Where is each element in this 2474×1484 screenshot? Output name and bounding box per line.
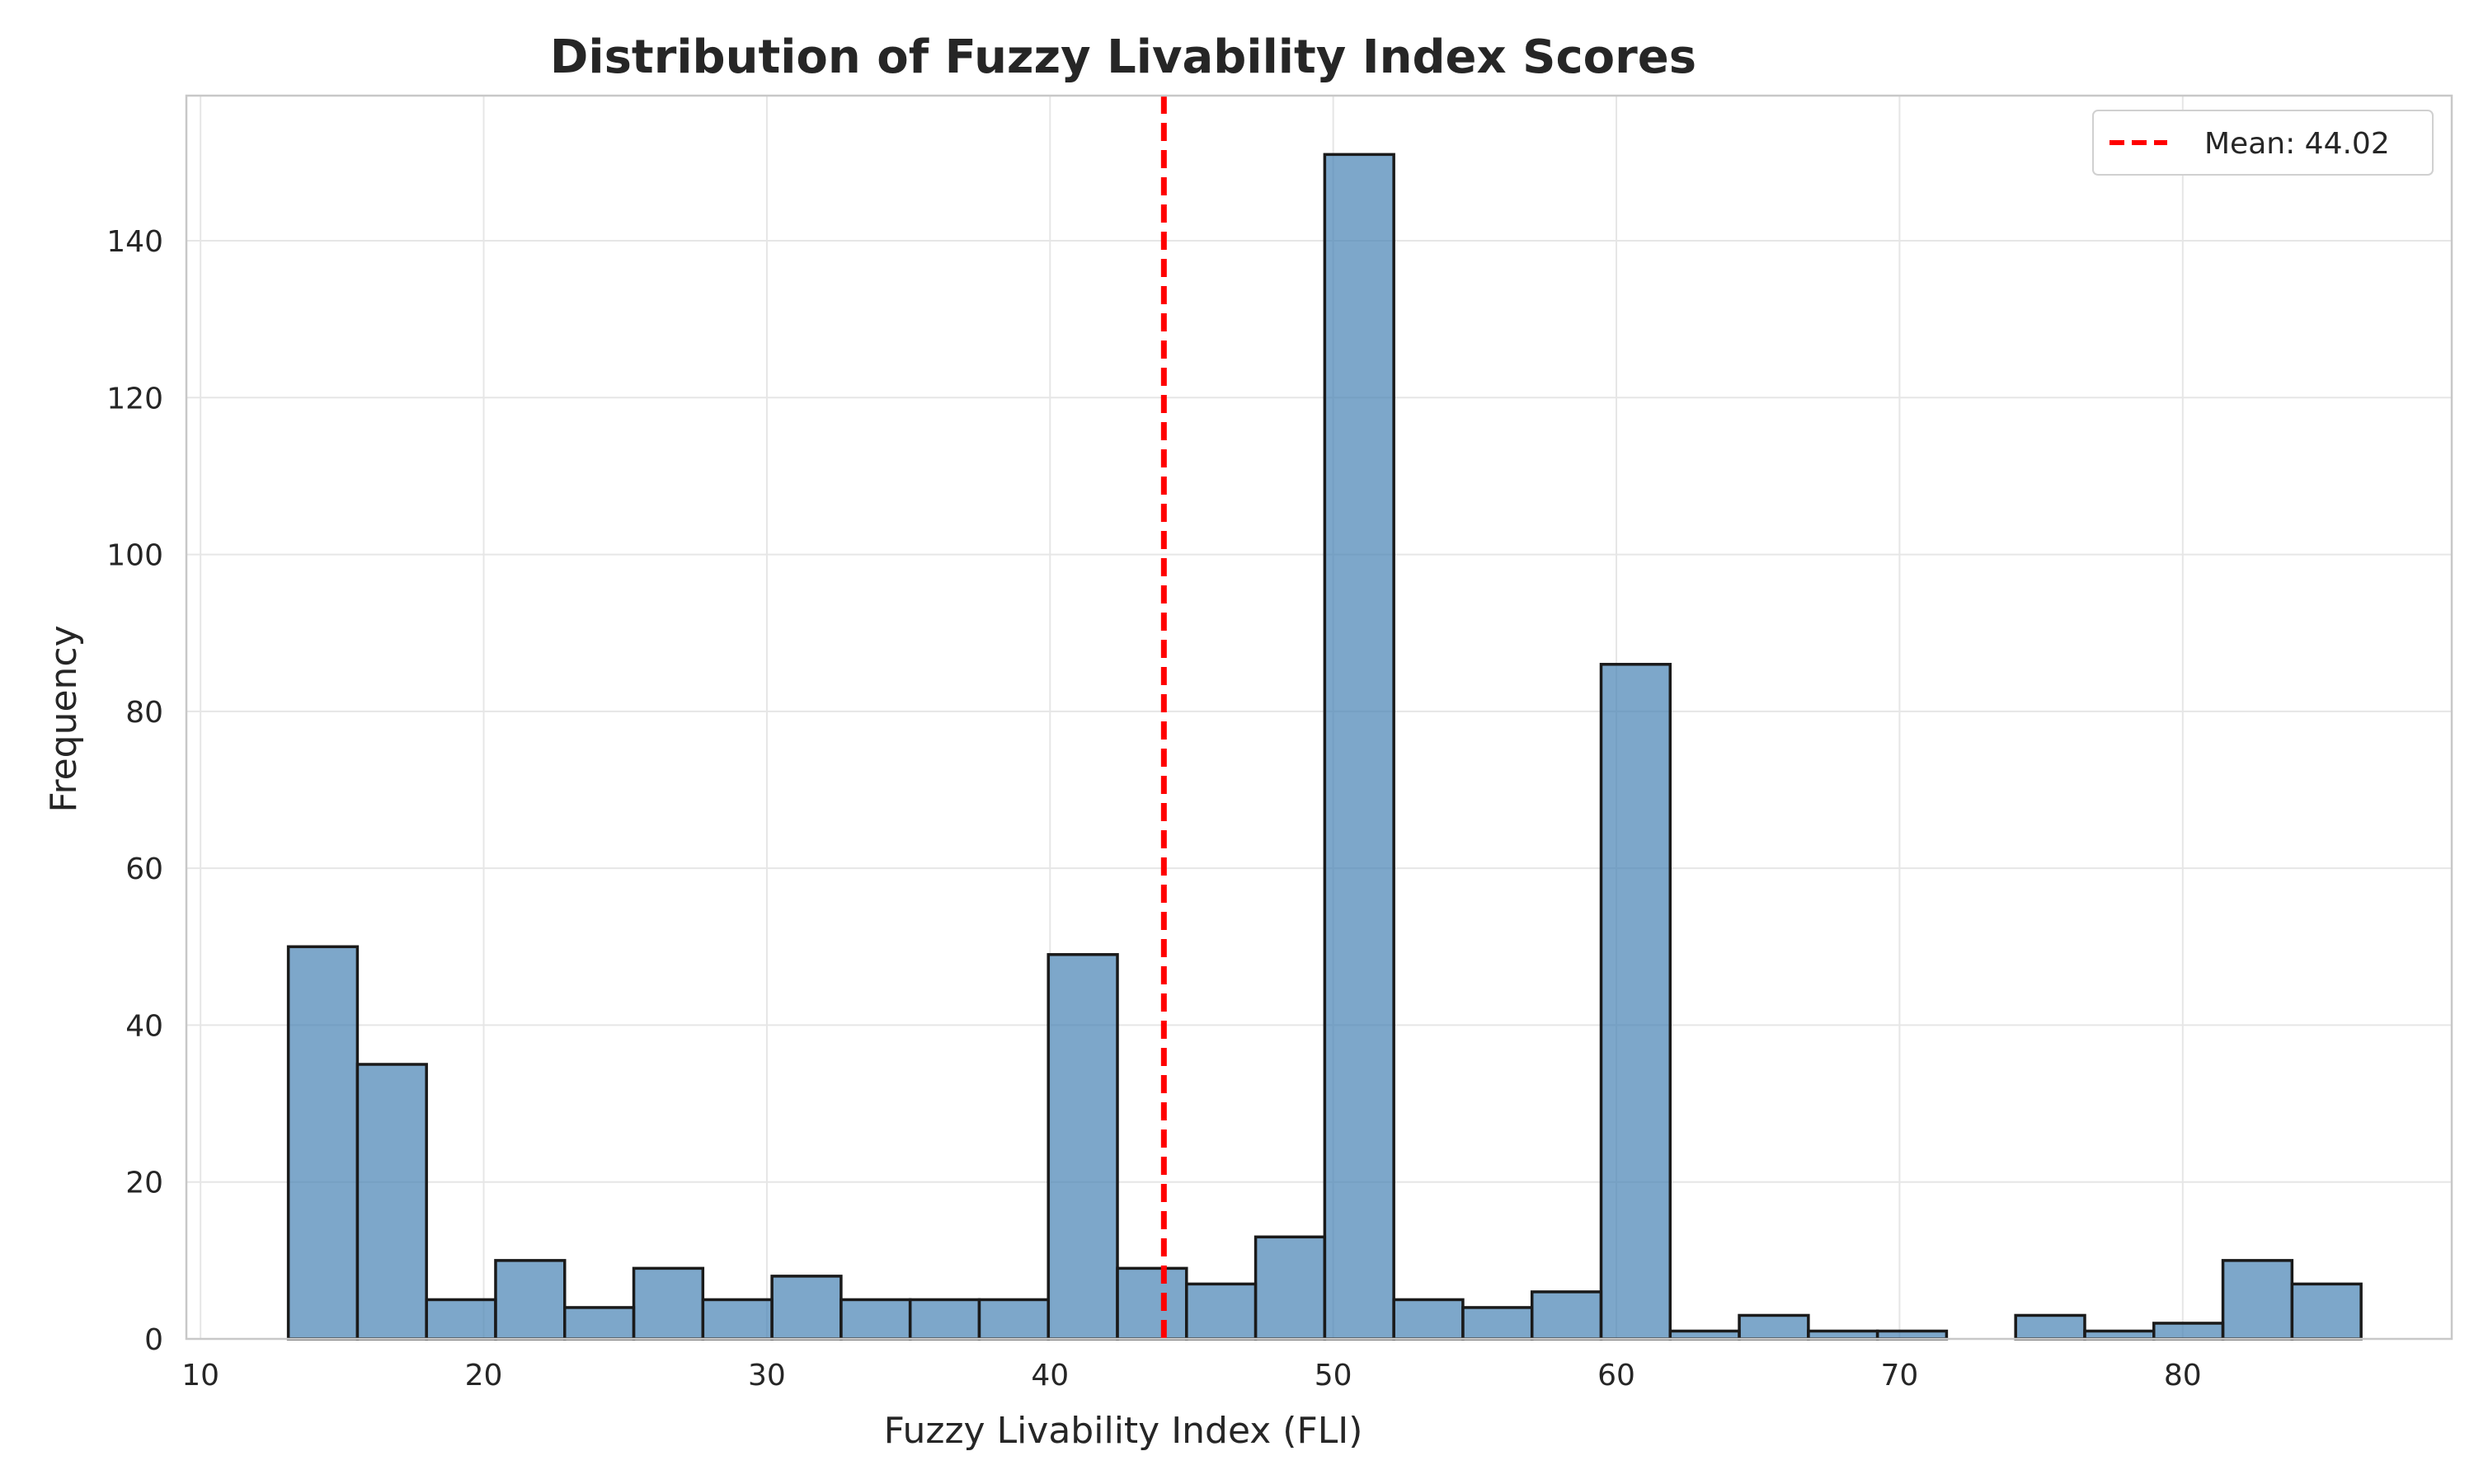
histogram-bar — [1875, 1329, 1949, 1341]
x-tick-label: 20 — [465, 1359, 503, 1392]
histogram-bar — [1461, 1306, 1534, 1341]
histogram-bar — [1599, 663, 1672, 1341]
x-tick-label: 50 — [1315, 1359, 1352, 1392]
x-tick-label: 40 — [1031, 1359, 1069, 1392]
histogram-bar — [1392, 1298, 1465, 1341]
x-axis-label: Fuzzy Livability Index (FLI) — [884, 1410, 1363, 1452]
histogram-bar — [1253, 1235, 1327, 1341]
histogram-bar — [2152, 1322, 2225, 1341]
histogram-bar — [1323, 153, 1395, 1341]
y-tick-label: 140 — [106, 225, 163, 259]
plot-frame — [185, 94, 2453, 1341]
histogram-bar — [1116, 1266, 1188, 1341]
histogram-bar — [2290, 1282, 2363, 1341]
chart-title: Distribution of Fuzzy Livability Index S… — [550, 31, 1696, 84]
y-axis-label: Frequency — [43, 625, 85, 812]
x-tick-label: 70 — [1881, 1359, 1919, 1392]
y-tick-label: 80 — [125, 696, 163, 730]
histogram-bar — [2221, 1259, 2294, 1341]
y-axis-ticks: 0 20 40 60 80 100 120 140 — [106, 225, 163, 1357]
x-tick-label: 60 — [1597, 1359, 1635, 1392]
histogram-bar — [562, 1306, 636, 1341]
histogram-bar — [1530, 1290, 1603, 1341]
histogram-bar — [840, 1298, 912, 1341]
histogram-bar — [908, 1298, 981, 1341]
histogram-bar — [1185, 1282, 1258, 1341]
histogram-bar — [286, 945, 360, 1341]
histogram-bar — [355, 1063, 428, 1341]
x-tick-label: 80 — [2164, 1359, 2202, 1392]
y-tick-label: 20 — [125, 1167, 163, 1200]
y-tick-label: 60 — [125, 852, 163, 886]
histogram-bar — [2014, 1313, 2086, 1341]
x-tick-label: 10 — [181, 1359, 219, 1392]
y-tick-label: 40 — [125, 1009, 163, 1043]
histogram-bar — [494, 1259, 567, 1341]
histogram-bar — [1807, 1329, 1879, 1341]
histogram-bar — [632, 1266, 705, 1341]
histogram-bar — [701, 1298, 774, 1341]
histogram-bar — [977, 1298, 1050, 1341]
histogram-bar — [1047, 953, 1119, 1341]
histogram-bar — [425, 1298, 497, 1341]
legend-box — [2092, 110, 2434, 176]
y-tick-label: 120 — [106, 382, 163, 416]
histogram-bar — [770, 1275, 843, 1341]
legend-mean-label: Mean: 44.02 — [2204, 127, 2390, 161]
y-tick-label: 100 — [106, 539, 163, 573]
x-tick-label: 30 — [748, 1359, 786, 1392]
histogram-bars — [286, 153, 2363, 1341]
y-tick-label: 0 — [144, 1323, 163, 1357]
x-axis-ticks: 10 20 30 40 50 60 70 80 — [181, 1359, 2201, 1392]
histogram-bar — [1668, 1329, 1741, 1341]
histogram-bar — [1738, 1313, 1810, 1341]
histogram-bar — [2083, 1329, 2156, 1341]
legend: Mean: 44.02 — [2092, 110, 2434, 176]
